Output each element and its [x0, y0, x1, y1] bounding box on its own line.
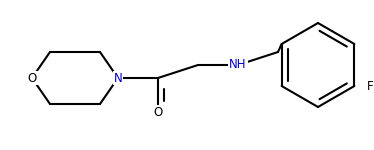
- Text: O: O: [27, 72, 37, 84]
- Text: F: F: [367, 80, 374, 93]
- Text: O: O: [153, 105, 163, 118]
- Text: N: N: [114, 72, 122, 84]
- Text: NH: NH: [229, 58, 247, 72]
